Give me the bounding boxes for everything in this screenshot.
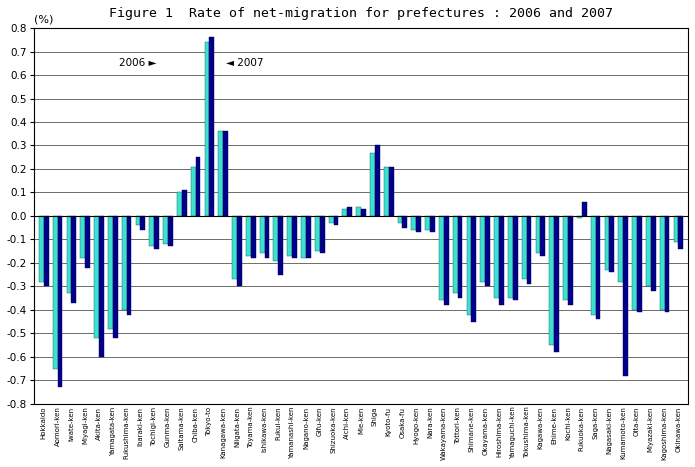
Bar bbox=[122, 216, 126, 310]
Text: 2006 ►: 2006 ► bbox=[120, 58, 157, 68]
Bar bbox=[664, 216, 669, 312]
Bar bbox=[568, 216, 573, 305]
Bar bbox=[471, 216, 476, 322]
Bar bbox=[536, 216, 541, 254]
Bar bbox=[204, 42, 209, 216]
Bar bbox=[53, 216, 58, 368]
Bar bbox=[508, 216, 513, 298]
Bar bbox=[563, 216, 568, 300]
Bar bbox=[485, 216, 490, 286]
Bar bbox=[232, 216, 237, 279]
Bar bbox=[494, 216, 499, 298]
Bar bbox=[329, 216, 334, 223]
Bar bbox=[58, 216, 63, 387]
Bar bbox=[660, 216, 664, 310]
Bar bbox=[246, 216, 251, 256]
Bar bbox=[177, 192, 182, 216]
Bar bbox=[348, 206, 352, 216]
Bar bbox=[370, 153, 375, 216]
Bar bbox=[209, 37, 214, 216]
Bar bbox=[163, 216, 168, 244]
Bar bbox=[94, 216, 99, 338]
Bar bbox=[39, 216, 44, 282]
Bar bbox=[168, 216, 173, 247]
Bar bbox=[218, 131, 223, 216]
Bar bbox=[416, 216, 421, 233]
Bar bbox=[673, 216, 678, 242]
Bar bbox=[623, 216, 628, 375]
Bar bbox=[182, 190, 186, 216]
Bar bbox=[541, 216, 546, 256]
Bar bbox=[444, 216, 449, 305]
Text: ◄ 2007: ◄ 2007 bbox=[226, 58, 263, 68]
Bar bbox=[265, 216, 270, 258]
Bar bbox=[343, 209, 348, 216]
Bar bbox=[140, 216, 145, 230]
Bar bbox=[522, 216, 527, 279]
Bar bbox=[458, 216, 462, 298]
Bar bbox=[274, 216, 278, 261]
Bar bbox=[72, 216, 76, 303]
Bar bbox=[195, 157, 200, 216]
Bar bbox=[278, 216, 283, 275]
Bar bbox=[430, 216, 435, 233]
Bar bbox=[190, 167, 195, 216]
Bar bbox=[260, 216, 265, 254]
Bar bbox=[632, 216, 637, 310]
Bar bbox=[154, 216, 159, 249]
Bar bbox=[550, 216, 554, 345]
Bar bbox=[306, 216, 311, 258]
Text: (%): (%) bbox=[34, 14, 54, 24]
Bar bbox=[292, 216, 297, 258]
Bar bbox=[591, 216, 596, 315]
Bar bbox=[398, 216, 402, 223]
Bar bbox=[136, 216, 140, 225]
Bar bbox=[605, 216, 610, 270]
Bar bbox=[237, 216, 242, 286]
Bar bbox=[596, 216, 600, 319]
Bar bbox=[113, 216, 117, 338]
Bar bbox=[357, 206, 361, 216]
Bar bbox=[402, 216, 407, 227]
Bar bbox=[149, 216, 154, 247]
Bar bbox=[126, 216, 131, 315]
Bar bbox=[361, 209, 366, 216]
Bar bbox=[480, 216, 485, 282]
Bar bbox=[223, 131, 228, 216]
Bar bbox=[315, 216, 320, 251]
Title: Figure 1  Rate of net-migration for prefectures : 2006 and 2007: Figure 1 Rate of net-migration for prefe… bbox=[109, 7, 613, 20]
Bar bbox=[527, 216, 532, 284]
Bar bbox=[334, 216, 338, 225]
Bar bbox=[389, 167, 393, 216]
Bar bbox=[375, 145, 379, 216]
Bar bbox=[678, 216, 683, 249]
Bar bbox=[466, 216, 471, 315]
Bar bbox=[287, 216, 292, 256]
Bar bbox=[637, 216, 642, 312]
Bar bbox=[554, 216, 559, 352]
Bar bbox=[499, 216, 504, 305]
Bar bbox=[384, 167, 389, 216]
Bar bbox=[320, 216, 325, 254]
Bar bbox=[453, 216, 458, 293]
Bar bbox=[251, 216, 256, 258]
Bar bbox=[513, 216, 518, 300]
Bar bbox=[619, 216, 623, 282]
Bar bbox=[610, 216, 614, 272]
Bar bbox=[67, 216, 72, 293]
Bar bbox=[44, 216, 49, 286]
Bar bbox=[108, 216, 113, 329]
Bar bbox=[651, 216, 655, 291]
Bar bbox=[577, 216, 582, 218]
Bar bbox=[439, 216, 444, 300]
Bar bbox=[81, 216, 85, 258]
Bar bbox=[582, 202, 587, 216]
Bar bbox=[425, 216, 430, 230]
Bar bbox=[85, 216, 90, 268]
Bar bbox=[99, 216, 104, 357]
Bar bbox=[411, 216, 416, 230]
Bar bbox=[646, 216, 651, 286]
Bar bbox=[301, 216, 306, 258]
